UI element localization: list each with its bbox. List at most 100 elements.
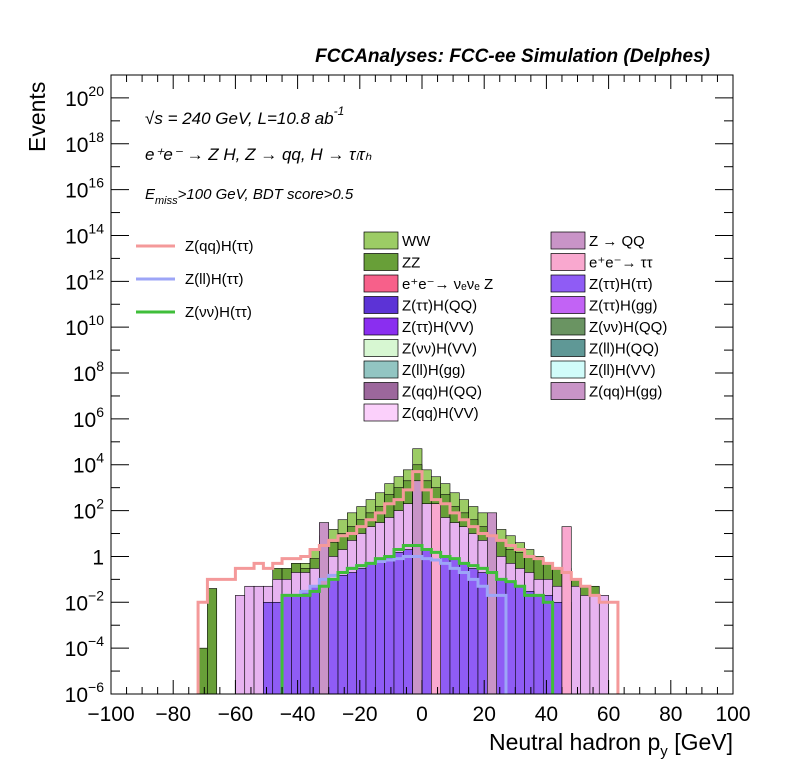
legend-fill-swatch <box>363 231 399 250</box>
x-tick-label: −60 <box>218 703 254 726</box>
bar-2-49 <box>598 595 609 695</box>
y-tick-label: 108 <box>73 358 104 386</box>
x-tick-label: 100 <box>715 703 750 726</box>
axis-ticks <box>110 74 734 695</box>
legend-fill-swatch <box>363 274 399 293</box>
y-tick-label: 10−2 <box>65 587 105 615</box>
bar-3-28 <box>403 549 413 695</box>
highlight-bin-3 <box>561 526 572 695</box>
series-line-1 <box>280 554 508 694</box>
bar-3-23 <box>356 568 367 695</box>
highlight-bin-0 <box>412 480 423 695</box>
y-tick-label: 102 <box>73 496 104 524</box>
legend-fill-swatch <box>550 296 586 314</box>
bar-3-27 <box>393 552 404 695</box>
legend-fill-label: Z(ll)H(gg) <box>402 362 465 379</box>
series-line-2 <box>280 544 555 694</box>
y-tick-label: 10−6 <box>65 679 105 707</box>
bar-3-26 <box>384 556 395 695</box>
energy-annotation: √s = 240 GeV, L=10.8 ab-1 <box>145 104 344 128</box>
tick-labels: −100 −80 −60 −40 −20 0 20 40 60 80 100 10−6 10−4 10−2… <box>65 83 751 726</box>
legend-fill-label: Z(qq)H(gg) <box>589 384 662 401</box>
legend-fill-swatch <box>550 339 586 357</box>
bar-3-17 <box>300 591 311 695</box>
legend-fill-label: Z(ττ)H(ττ) <box>589 276 653 293</box>
signal-lines <box>196 470 620 694</box>
legend-fill-label: Z(ττ)H(VV) <box>402 319 474 336</box>
bar-1-7 <box>207 588 218 695</box>
legend-fill-label: Z → QQ <box>589 233 645 250</box>
bar-3-33 <box>449 558 460 695</box>
legend-fill-label: e⁺e⁻→ ττ <box>589 255 653 272</box>
bar-3-22 <box>347 572 357 695</box>
legend-fill-swatch <box>550 360 586 379</box>
legend-fill-swatch <box>363 317 399 336</box>
legend-fill-label: ZZ <box>402 255 420 272</box>
y-tick-label: 1018 <box>65 129 104 157</box>
bar-2-48 <box>589 595 600 695</box>
x-tick-label: 20 <box>473 703 496 726</box>
bar-3-32 <box>440 556 451 695</box>
legend-fill-label: Z(qq)H(VV) <box>402 405 479 422</box>
bar-3-40 <box>514 585 525 695</box>
bar-2-47 <box>580 595 591 695</box>
legend-fill-label: Z(ττ)H(QQ) <box>402 298 477 315</box>
legend-line-label: Z(ll)H(ττ) <box>185 271 244 288</box>
chart-title: FCCAnalyses: FCC-ee Simulation (Delphes) <box>315 46 710 67</box>
y-tick-label: 1010 <box>65 312 104 340</box>
legend-fill-label: Z(νν)H(QQ) <box>589 319 667 336</box>
legend-fill-label: Z(qq)H(QQ) <box>402 384 482 401</box>
legend-signal-lines: Z(qq)H(ττ) Z(ll)H(ττ) Z(νν)H(ττ) <box>136 238 254 321</box>
legend-fill-label: Z(ll)H(QQ) <box>589 341 659 358</box>
bar-3-16 <box>291 595 302 695</box>
x-axis-label: Neutral hadron py [GeV] <box>489 729 733 760</box>
cut-annotation: Emiss>100 GeV, BDT score>0.5 <box>145 186 354 207</box>
legend-backgrounds: WW Z → QQ ZZ e⁺e⁻→ ττ e⁺e⁻→ νₑνₑ Z Z(ττ)H(ττ)… <box>363 231 667 422</box>
bar-2-10 <box>235 595 246 695</box>
x-tick-label: 40 <box>535 703 558 726</box>
bar-3-13 <box>263 601 274 695</box>
x-tick-label: −80 <box>155 703 191 726</box>
bar-2-46 <box>570 585 581 695</box>
legend-line-label: Z(νν)H(ττ) <box>185 304 252 321</box>
y-axis-label: Events <box>24 82 50 152</box>
bar-3-20 <box>328 579 339 695</box>
legend-fill-label: Z(ll)H(VV) <box>589 362 656 379</box>
legend-fill-swatch <box>550 231 586 250</box>
y-tick-label: 1014 <box>65 220 104 248</box>
y-tick-label: 1012 <box>65 266 104 294</box>
legend-fill-swatch <box>363 339 399 357</box>
bar-3-41 <box>524 591 535 695</box>
legend-fill-swatch <box>363 382 399 400</box>
legend-fill-swatch <box>363 296 399 314</box>
y-tick-label: 104 <box>73 450 104 478</box>
legend-fill-label: e⁺e⁻→ νₑνₑ Z <box>402 276 493 293</box>
legend-fill-label: WW <box>402 233 431 250</box>
x-tick-label: −100 <box>87 703 134 726</box>
bar-3-25 <box>375 558 385 695</box>
legend-fill-swatch <box>550 274 586 293</box>
bar-2-12 <box>253 585 264 695</box>
y-tick-label: 1020 <box>65 83 104 111</box>
highlight-bin-1 <box>431 503 441 695</box>
y-tick-label: 10−4 <box>65 633 105 661</box>
series-line-0 <box>196 470 620 694</box>
bar-3-34 <box>459 563 469 695</box>
bar-3-18 <box>309 585 320 695</box>
legend-line-label: Z(qq)H(ττ) <box>185 238 254 255</box>
legend-fill-swatch <box>363 360 399 379</box>
legend-fill-swatch <box>550 382 586 400</box>
legend-fill-swatch <box>363 253 399 271</box>
legend-fill-swatch <box>550 317 586 336</box>
legend-fill-swatch <box>550 253 586 271</box>
bar-3-30 <box>421 549 432 695</box>
x-tick-label: 0 <box>416 703 428 726</box>
bar-3-24 <box>365 563 376 695</box>
bar-3-42 <box>533 595 544 695</box>
bar-2-11 <box>244 585 255 695</box>
stacked-histograms <box>197 448 609 695</box>
process-annotation: e⁺e⁻ → Z H, Z → qq, H → τₗτₕ <box>145 145 372 164</box>
bar-3-21 <box>337 575 348 695</box>
x-tick-label: 60 <box>597 703 620 726</box>
